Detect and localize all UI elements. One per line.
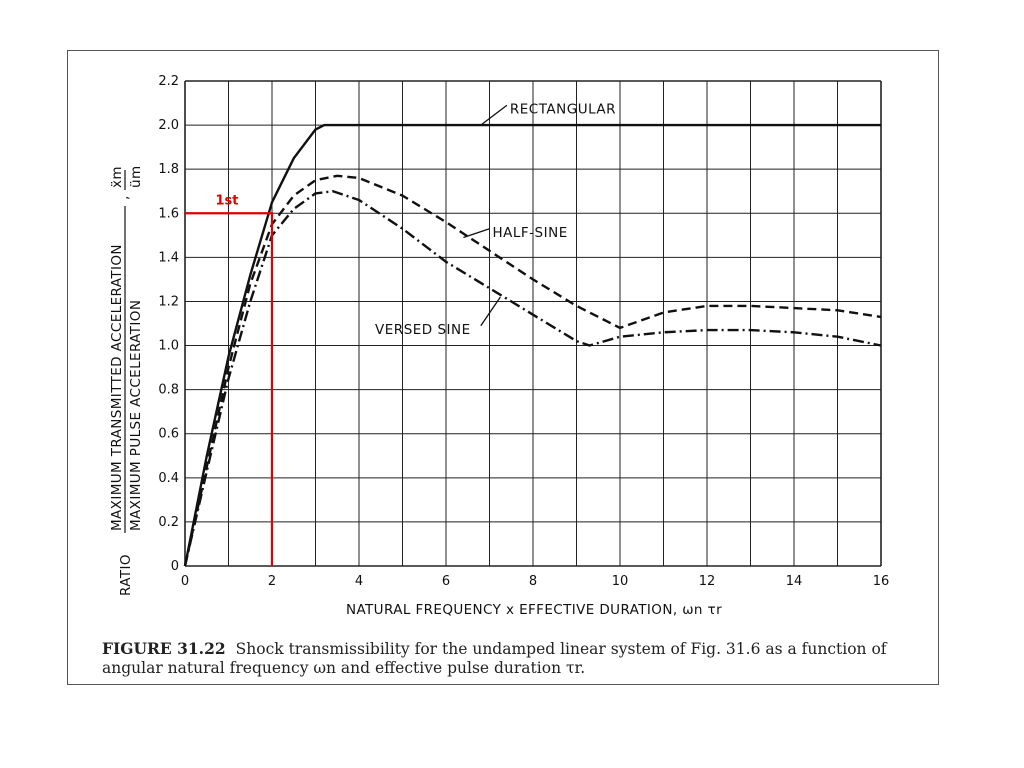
curves — [183, 123, 882, 567]
y-tick-label: 0.4 — [158, 471, 179, 486]
curve-labels: RECTANGULAR HALF-SINE VERSED SINE — [375, 102, 616, 338]
x-tick-label: 10 — [612, 574, 629, 589]
x-tick-label: 8 — [529, 574, 537, 589]
series-rectangular-line — [183, 123, 881, 567]
figure-frame: 0 2 4 6 8 10 12 14 16 0 0.2 0.4 0.6 0.8 1.0 1.2 1.4 1.6 1… — [67, 50, 939, 685]
label-leader-rectangular — [480, 104, 508, 126]
y-tick-label: 2.2 — [158, 74, 179, 89]
y-axis-symbol-numerator: ẍm — [109, 166, 125, 188]
y-axis-label-prefix: RATIO — [118, 554, 134, 596]
annotation-label: 1st — [215, 193, 238, 208]
label-rectangular: RECTANGULAR — [510, 102, 616, 118]
annotation-marker-line — [185, 212, 274, 566]
label-half-sine: HALF-SINE — [493, 225, 568, 241]
y-tick-label: 1.0 — [158, 339, 179, 354]
x-tick-label: 0 — [181, 574, 189, 589]
label-leader-versed-sine — [480, 296, 501, 327]
y-tick-label: 1.2 — [158, 294, 179, 309]
figure-caption: FIGURE 31.22 Shock transmissibility for t… — [102, 639, 912, 678]
y-axis-label: RATIO MAXIMUM TRANSMITTED ACCELERATION M… — [109, 165, 144, 596]
x-tick-labels: 0 2 4 6 8 10 12 14 16 — [181, 574, 889, 589]
y-tick-label: 1.4 — [158, 250, 179, 265]
annotation: 1st — [185, 193, 274, 566]
series-half-sine-line — [183, 174, 882, 567]
y-axis-symbol-denominator: üm — [128, 165, 144, 188]
chart: 0 2 4 6 8 10 12 14 16 0 0.2 0.4 0.6 0.8 1.0 1.2 1.4 1.6 1… — [109, 74, 889, 618]
y-tick-label: 2.0 — [158, 118, 179, 133]
y-tick-label: 0.8 — [158, 383, 179, 398]
x-tick-label: 12 — [699, 574, 716, 589]
y-tick-label: 0 — [171, 559, 179, 574]
y-tick-label: 1.6 — [158, 206, 179, 221]
x-tick-label: 16 — [873, 574, 890, 589]
series-versed-sine-line — [183, 190, 882, 567]
label-leader-half-sine — [463, 228, 490, 239]
x-tick-label: 14 — [786, 574, 803, 589]
y-axis-label-comma: , — [116, 195, 132, 200]
y-tick-labels: 0 0.2 0.4 0.6 0.8 1.0 1.2 1.4 1.6 1.8 2.0 2.2 — [158, 74, 179, 574]
x-tick-label: 6 — [442, 574, 450, 589]
y-tick-label: 0.6 — [158, 427, 179, 442]
caption-label: FIGURE 31.22 — [102, 639, 226, 658]
caption-text: Shock transmissibility for the undamped … — [102, 640, 887, 677]
label-versed-sine: VERSED SINE — [375, 322, 471, 338]
y-tick-label: 1.8 — [158, 162, 179, 177]
grid — [184, 80, 882, 567]
x-axis-label: NATURAL FREQUENCY x EFFECTIVE DURATION, … — [346, 602, 722, 618]
y-axis-label-numerator: MAXIMUM TRANSMITTED ACCELERATION — [109, 244, 125, 531]
y-tick-label: 0.2 — [158, 515, 179, 530]
x-tick-label: 2 — [268, 574, 276, 589]
y-axis-label-denominator: MAXIMUM PULSE ACCELERATION — [128, 300, 144, 531]
x-tick-label: 4 — [355, 574, 363, 589]
